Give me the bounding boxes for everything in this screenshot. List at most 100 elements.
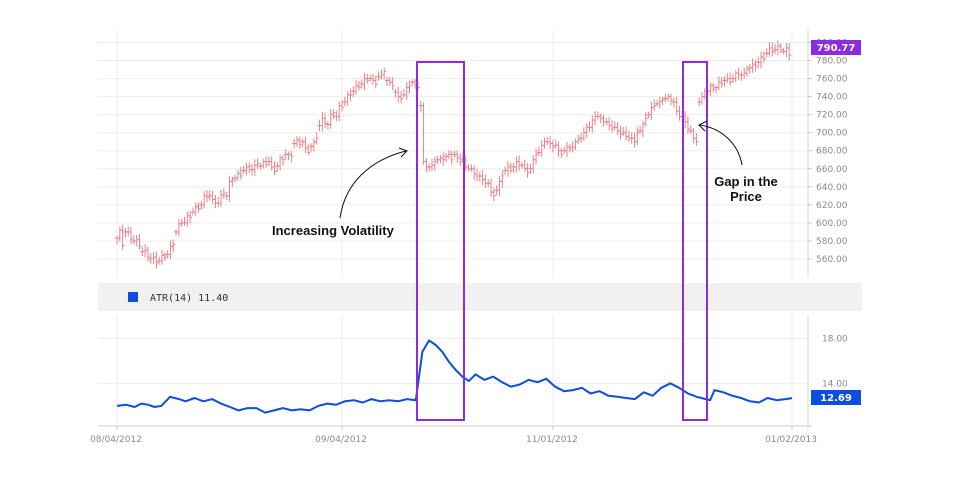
price-bar [115, 235, 119, 245]
price-bar [556, 141, 561, 157]
price-bar [458, 153, 463, 167]
price-bar [373, 75, 378, 89]
price-bar [241, 165, 246, 174]
price-bar [354, 79, 359, 95]
volatility-arrow [339, 150, 407, 219]
gap-highlight-box [682, 61, 708, 421]
price-bar [576, 134, 581, 145]
price-bar [129, 226, 134, 245]
price-bar [370, 73, 375, 85]
price-y-tick-label: 600.00 [816, 219, 848, 229]
price-bar [759, 51, 764, 69]
price-bar [632, 132, 637, 148]
price-bar [272, 161, 277, 176]
price-bar [567, 143, 572, 153]
price-y-ticks: 560.00 580.00 600.00 620.00 640.00 660.00 680.… [808, 39, 848, 265]
price-bar [117, 226, 122, 242]
legend-band [98, 283, 862, 311]
volatility-highlight-box [416, 61, 465, 421]
x-tick-label: 09/04/2012 [315, 435, 367, 445]
price-bar [685, 116, 690, 134]
price-bar [311, 138, 316, 152]
price-bar [261, 158, 266, 169]
price-bar [728, 72, 733, 86]
price-bar [531, 155, 536, 174]
price-bar [252, 159, 257, 176]
price-bar [745, 65, 749, 77]
price-bar [337, 101, 342, 122]
price-bar [131, 235, 136, 245]
x-tick-label: 11/01/2012 [526, 435, 578, 445]
price-bar [376, 71, 381, 81]
price-bar [610, 119, 614, 133]
price-bar [764, 48, 769, 58]
price-bar [618, 125, 623, 140]
price-bar [674, 96, 679, 116]
price-bar [295, 136, 299, 148]
price-bar [300, 138, 305, 148]
price-bar [219, 189, 224, 207]
price-bar [778, 43, 783, 54]
price-bar [407, 80, 412, 94]
price-bar [643, 112, 648, 127]
price-bar [171, 239, 176, 253]
atr-y-tick-label: 14.00 [822, 379, 848, 389]
price-bar [185, 211, 190, 227]
price-bar [669, 93, 674, 106]
price-bar [143, 243, 148, 258]
price-bar [264, 156, 269, 168]
gap-arrow [699, 124, 743, 166]
price-bar [477, 171, 482, 182]
price-bar [753, 59, 758, 72]
price-last-value-text: 790.77 [817, 43, 856, 54]
price-bar [587, 121, 592, 132]
atr-line [116, 339, 793, 414]
price-bar [607, 116, 612, 131]
price-bar [475, 168, 479, 182]
price-y-tick-label: 580.00 [816, 237, 848, 247]
atr-legend-label: ATR(14) 11.40 [150, 293, 228, 304]
price-y-tick-label: 780.00 [816, 57, 848, 67]
price-bar [787, 42, 792, 61]
price-bar [514, 156, 519, 173]
price-bar [708, 82, 713, 97]
price-bar [418, 100, 423, 112]
price-bar [120, 224, 125, 251]
price-bar [314, 132, 319, 145]
price-bar [671, 97, 676, 108]
price-bar [624, 126, 629, 141]
price-bar [660, 97, 665, 106]
price-bar [733, 70, 738, 82]
price-y-tick-label: 700.00 [816, 129, 848, 139]
price-bar [196, 202, 201, 213]
price-y-tick-label: 760.00 [816, 75, 848, 85]
price-bar [770, 42, 775, 57]
price-bar [497, 176, 502, 197]
price-bar [691, 127, 696, 144]
price-bar [286, 151, 291, 161]
price-bar [767, 42, 772, 57]
price-bar [396, 86, 401, 103]
x-tick-label: 01/02/2013 [765, 435, 817, 445]
price-bar [539, 140, 544, 157]
price-bar [573, 138, 578, 151]
price-bar [190, 207, 195, 216]
price-bar [348, 88, 353, 102]
price-bar [677, 105, 682, 121]
price-bar [356, 80, 361, 91]
price-bar [711, 82, 716, 93]
price-bar [548, 135, 553, 150]
price-bar [719, 76, 724, 88]
price-bar [700, 92, 704, 106]
price-bar [275, 162, 280, 173]
price-bar [565, 141, 569, 157]
price-bar [508, 162, 513, 174]
price-y-tick-label: 560.00 [816, 255, 848, 265]
price-bar [472, 165, 477, 181]
price-bar [387, 76, 392, 86]
gap-annotation-line1: Gap in the [714, 174, 778, 189]
gap-arrowhead-icon [698, 120, 708, 132]
price-bar [382, 67, 387, 80]
price-bar [784, 43, 789, 58]
price-bar [145, 246, 150, 262]
